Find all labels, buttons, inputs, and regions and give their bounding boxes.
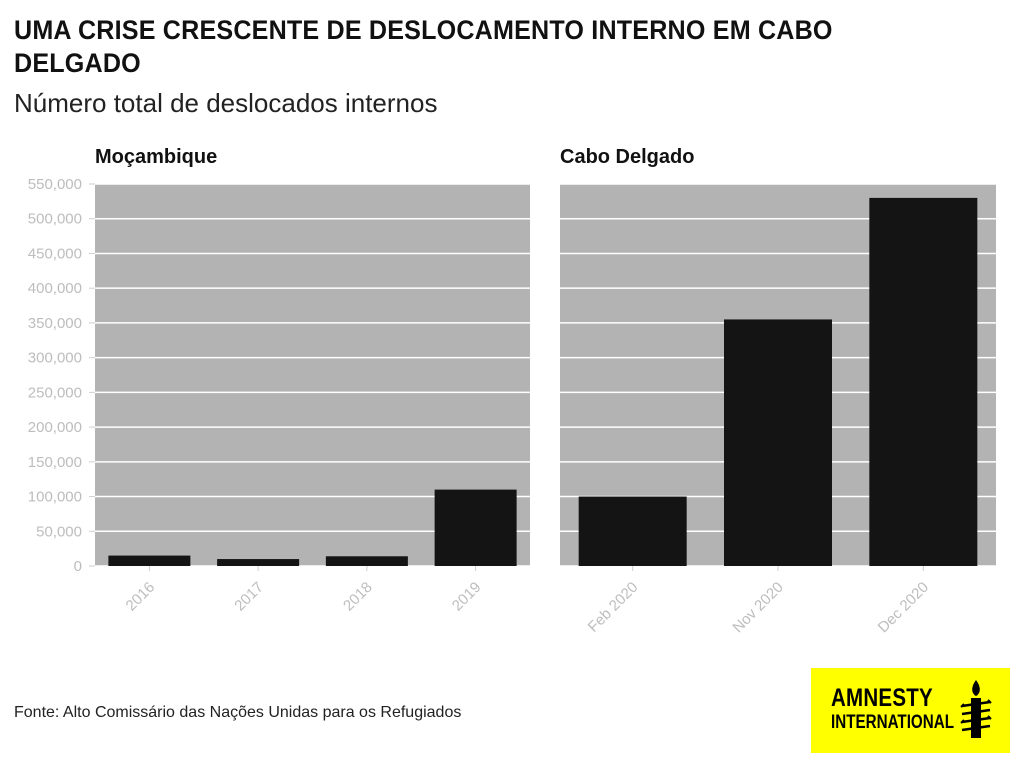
candle-barbed-wire-icon [960, 680, 992, 738]
y-tick-label: 50,000 [36, 523, 82, 540]
y-tick-label: 100,000 [28, 489, 82, 506]
panel-title-mocambique: Moçambique [95, 146, 218, 168]
amnesty-logo: AMNESTY INTERNATIONAL [811, 668, 1010, 753]
panel-title-cabo-delgado: Cabo Delgado [560, 146, 695, 168]
logo-text-line2: INTERNATIONAL [831, 712, 954, 733]
bar [217, 559, 300, 566]
y-tick-label: 150,000 [28, 454, 82, 471]
bar [108, 555, 191, 566]
y-tick-label: 500,000 [28, 211, 82, 228]
logo-text-line1: AMNESTY [831, 684, 933, 712]
bar [325, 556, 408, 566]
y-tick-label: 450,000 [28, 245, 82, 262]
chart-title: UMA CRISE CRESCENTE DE DESLOCAMENTO INTE… [14, 15, 833, 78]
bar [869, 197, 978, 566]
y-tick-label: 250,000 [28, 384, 82, 401]
x-tick-label: 2018 [340, 579, 376, 615]
x-tick-label: 2017 [231, 579, 267, 615]
x-tick-label: 2019 [449, 579, 485, 615]
y-tick-label: 0 [74, 558, 82, 575]
chart-subtitle: Número total de deslocados internos [14, 88, 438, 118]
y-tick-label: 350,000 [28, 315, 82, 332]
y-tick-label: 200,000 [28, 419, 82, 436]
x-tick-label: Dec 2020 [875, 579, 932, 636]
bar [434, 489, 517, 566]
y-tick-label: 300,000 [28, 350, 82, 367]
bar [724, 319, 832, 566]
y-tick-label: 550,000 [28, 176, 82, 193]
bar [578, 496, 687, 566]
x-tick-label: 2016 [123, 579, 159, 615]
x-tick-label: Nov 2020 [729, 579, 786, 636]
y-tick-label: 400,000 [28, 280, 82, 297]
x-tick-label: Feb 2020 [585, 579, 642, 636]
source-note: Fonte: Alto Comissário das Nações Unidas… [14, 704, 462, 721]
